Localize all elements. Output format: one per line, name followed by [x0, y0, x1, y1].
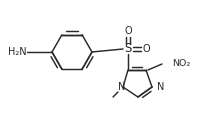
Text: N: N — [157, 82, 164, 92]
Text: S: S — [124, 42, 132, 56]
Text: O: O — [124, 26, 132, 36]
Text: NO₂: NO₂ — [172, 60, 190, 68]
Text: H₂N: H₂N — [8, 47, 27, 57]
Text: O: O — [142, 44, 150, 54]
Text: N: N — [118, 82, 126, 92]
